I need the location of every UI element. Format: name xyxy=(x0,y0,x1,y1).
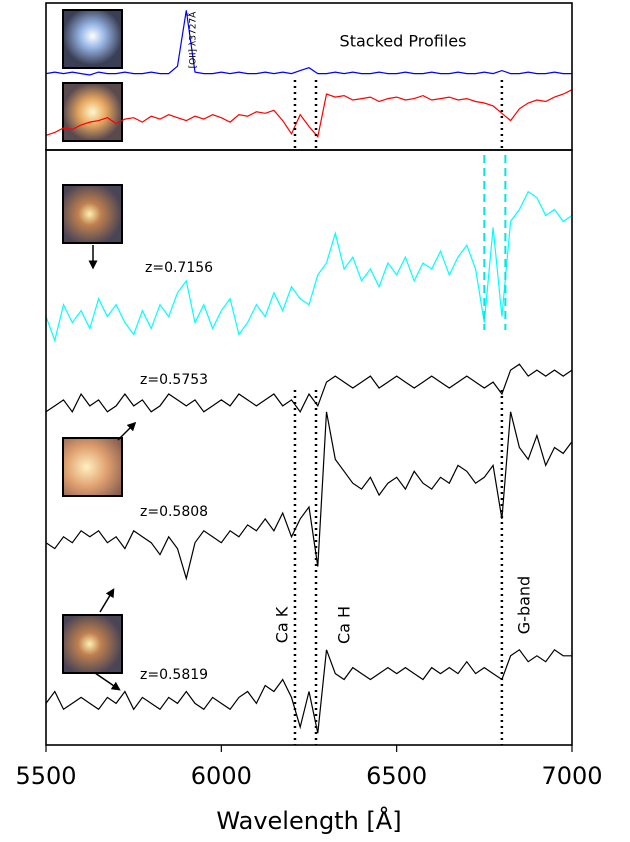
spectrum xyxy=(45,411,573,581)
x-tick-label: 6500 xyxy=(366,762,427,790)
x-tick-label: 6000 xyxy=(191,762,252,790)
chart-title: Stacked Profiles xyxy=(340,32,467,51)
redshift-label: z=0.5753 xyxy=(140,372,208,388)
spectrum xyxy=(45,89,573,139)
x-tick-label: 5500 xyxy=(15,762,76,790)
plot-frame xyxy=(45,149,573,746)
spectrum xyxy=(45,648,572,734)
annotation: G-band xyxy=(515,576,534,634)
redshift-label: z=0.5819 xyxy=(140,667,208,683)
spectrum xyxy=(45,190,573,343)
thumbnails xyxy=(62,9,137,691)
spectrum xyxy=(45,10,572,76)
annotation: Ca K xyxy=(273,606,292,643)
plot-frame xyxy=(45,2,573,151)
annotation: [OII] λ3727Å xyxy=(187,11,199,69)
x-tick-label: 7000 xyxy=(541,762,602,790)
redshift-label: z=0.5808 xyxy=(140,504,208,520)
spectrum xyxy=(45,363,573,413)
redshift-label: z=0.7156 xyxy=(145,260,213,276)
x-axis-label: Wavelength [Å] xyxy=(216,806,401,835)
annotation: Ca H xyxy=(335,606,354,644)
